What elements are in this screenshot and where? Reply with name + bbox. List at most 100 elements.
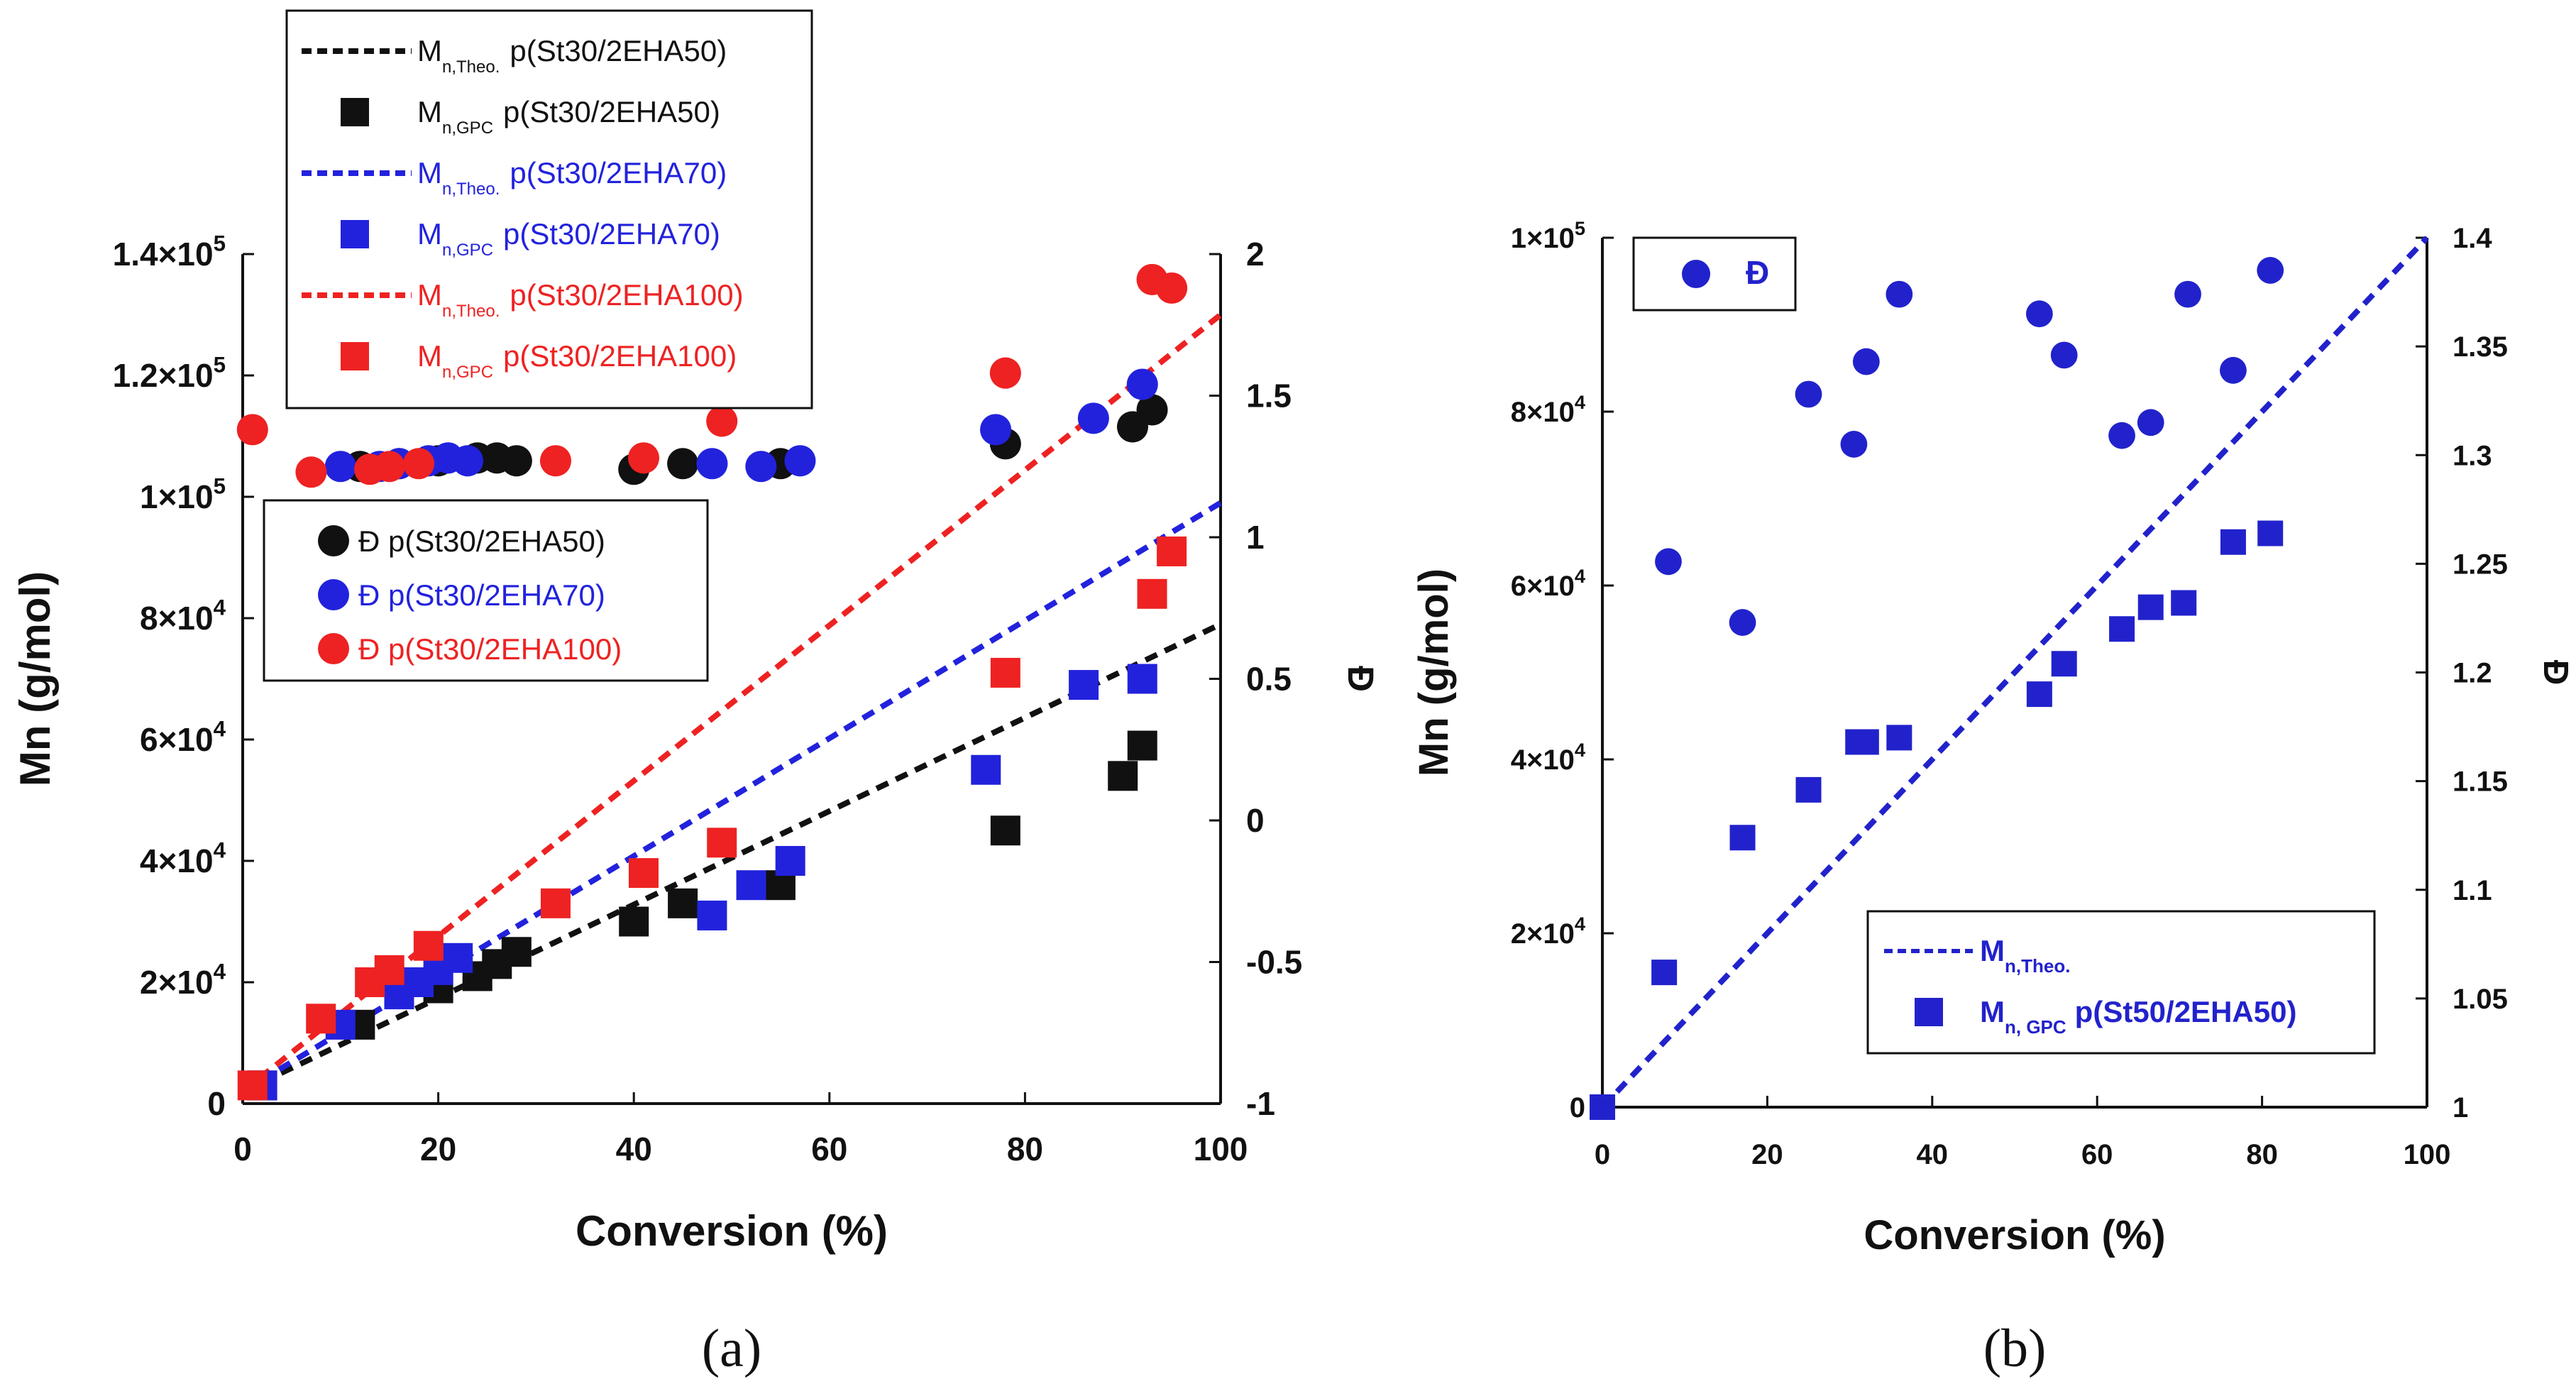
panel-caption: (a) bbox=[702, 1319, 761, 1378]
data-point-circle bbox=[1729, 609, 1756, 636]
x-tick-label: 0 bbox=[1595, 1139, 1610, 1170]
legend-mn-main: M bbox=[417, 34, 442, 67]
data-point-circle bbox=[2220, 356, 2247, 384]
data-point-circle bbox=[295, 456, 327, 488]
y-tick-label: 2×104 bbox=[140, 959, 226, 1001]
y2-tick-label: 1.3 bbox=[2453, 440, 2492, 471]
data-point-circle bbox=[1126, 368, 1158, 400]
legend-mn-entry: Mn,GPC p(St30/2EHA70) bbox=[417, 217, 720, 260]
y2-tick-label: 1.35 bbox=[2453, 331, 2508, 363]
y2-tick-label: 1.2 bbox=[2453, 658, 2492, 689]
legend-circle-marker bbox=[318, 579, 349, 610]
data-point-square bbox=[237, 1070, 268, 1101]
legend-square-marker bbox=[341, 220, 369, 248]
y-tick-label-mantissa: 1.4×10 bbox=[113, 236, 214, 273]
y-tick-label-mantissa: 1×10 bbox=[140, 478, 214, 515]
legend-mn-main: M bbox=[417, 339, 442, 373]
y2-tick-label: 1.1 bbox=[2453, 875, 2492, 906]
y-tick-label-mantissa: 0 bbox=[207, 1085, 226, 1122]
data-point-square bbox=[736, 870, 766, 901]
y2-tick-label: -0.5 bbox=[1246, 944, 1302, 981]
legend-mn-label: p(St30/2EHA70) bbox=[510, 156, 727, 189]
x-axis-label: Conversion (%) bbox=[1864, 1212, 2165, 1258]
legend-circle-marker bbox=[1682, 260, 1710, 288]
data-point-circle bbox=[324, 451, 356, 483]
legend-mn-main: M bbox=[417, 95, 442, 128]
y-tick-label: 1.4×105 bbox=[113, 231, 226, 273]
data-point-circle bbox=[373, 451, 405, 483]
y-tick-label-exponent: 4 bbox=[214, 595, 226, 620]
legend-mn-label: p(St30/2EHA70) bbox=[503, 217, 720, 251]
data-point-circle bbox=[1852, 348, 1880, 375]
data-point-circle bbox=[1136, 394, 1168, 426]
data-point-circle bbox=[980, 414, 1012, 446]
legend-mn-label: p(St30/2EHA50) bbox=[510, 34, 727, 67]
legend-mn-main: M bbox=[1980, 995, 2005, 1028]
data-point-square bbox=[1137, 578, 1167, 609]
y-tick-label: 0 bbox=[207, 1085, 226, 1122]
legend-mn-entry: Mn,Theo. bbox=[1980, 934, 2070, 977]
data-point-square bbox=[2137, 594, 2164, 620]
legend-d-box bbox=[1632, 236, 1797, 312]
y2-tick-label: 1 bbox=[1246, 519, 1265, 556]
y-tick-label-exponent: 4 bbox=[1575, 565, 1585, 587]
data-point-circle bbox=[2025, 300, 2053, 328]
data-point-circle bbox=[451, 445, 483, 477]
data-point-circle bbox=[784, 445, 816, 477]
data-point-circle bbox=[2257, 257, 2284, 284]
legend-mn-sub: n,Theo. bbox=[442, 180, 500, 199]
x-tick-label: 60 bbox=[811, 1131, 847, 1167]
panel-caption: (b) bbox=[1983, 1319, 2047, 1378]
y-tick-label-mantissa: 2×10 bbox=[140, 964, 214, 1001]
theoretical-line bbox=[1600, 236, 2429, 1109]
data-point-square bbox=[2171, 590, 2197, 616]
x-tick-label: 80 bbox=[1007, 1131, 1043, 1167]
x-tick-label: 20 bbox=[420, 1131, 456, 1167]
data-point-circle bbox=[1840, 431, 1868, 458]
data-point-circle bbox=[1886, 280, 1913, 308]
y-tick-label-mantissa: 0 bbox=[1570, 1092, 1585, 1123]
legend-mn-entry: Mn, GPC p(St50/2EHA50) bbox=[1980, 995, 2296, 1038]
legend-d-entry: Đ p(St30/2EHA50) bbox=[358, 524, 605, 558]
data-point-circle bbox=[2108, 422, 2135, 449]
data-point-circle bbox=[696, 448, 728, 480]
legend-d-entry: Đ bbox=[1746, 254, 1769, 291]
y-tick-label: 4×104 bbox=[140, 837, 226, 879]
data-point-square bbox=[501, 937, 532, 967]
y-tick-label-exponent: 5 bbox=[1575, 217, 1585, 239]
y-tick-label: 4×104 bbox=[1511, 739, 1585, 776]
y2-tick-label: 1.15 bbox=[2453, 766, 2508, 798]
legend-mn-sub: n,GPC bbox=[442, 363, 493, 382]
x-tick-label: 40 bbox=[1917, 1139, 1949, 1170]
y-tick-label-mantissa: 8×10 bbox=[1511, 397, 1575, 428]
legend-d-entry: Đ p(St30/2EHA100) bbox=[358, 632, 622, 666]
data-point-square bbox=[707, 828, 737, 858]
data-point-circle bbox=[745, 451, 777, 483]
x-tick-label: 80 bbox=[2246, 1139, 2278, 1170]
y-tick-label-exponent: 4 bbox=[214, 959, 226, 984]
chart-panel-b: 0 20 40 60 80 10002×1044×1046×1048×1041×10511… bbox=[1411, 217, 2575, 1378]
y2-tick-label: 1.25 bbox=[2453, 549, 2508, 580]
data-point-square bbox=[1651, 960, 1678, 986]
data-point-circle bbox=[539, 445, 572, 477]
y-tick-label: 1×105 bbox=[1511, 217, 1585, 254]
data-point-square bbox=[1886, 725, 1912, 751]
x-tick-label: 100 bbox=[2404, 1139, 2451, 1170]
data-point-square bbox=[1853, 729, 1879, 755]
data-point-square bbox=[2220, 529, 2246, 555]
legend-mn-entry: Mn,GPC p(St30/2EHA50) bbox=[417, 95, 720, 138]
y-tick-label: 1×105 bbox=[140, 473, 226, 515]
data-point-square bbox=[2026, 681, 2052, 708]
data-point-square bbox=[990, 815, 1020, 846]
data-point-square bbox=[697, 900, 727, 930]
x-axis-label: Conversion (%) bbox=[576, 1207, 888, 1255]
data-point-square bbox=[1108, 761, 1138, 791]
y-tick-label-exponent: 4 bbox=[1575, 391, 1585, 413]
y2-tick-label: 1.05 bbox=[2453, 984, 2508, 1015]
y-tick-label-mantissa: 4×10 bbox=[140, 842, 214, 879]
data-point-square bbox=[990, 657, 1020, 688]
data-point-square bbox=[1157, 536, 1187, 566]
legend-mn-main: M bbox=[417, 278, 442, 312]
data-point-circle bbox=[2050, 341, 2078, 369]
y-tick-label-exponent: 5 bbox=[214, 231, 226, 255]
